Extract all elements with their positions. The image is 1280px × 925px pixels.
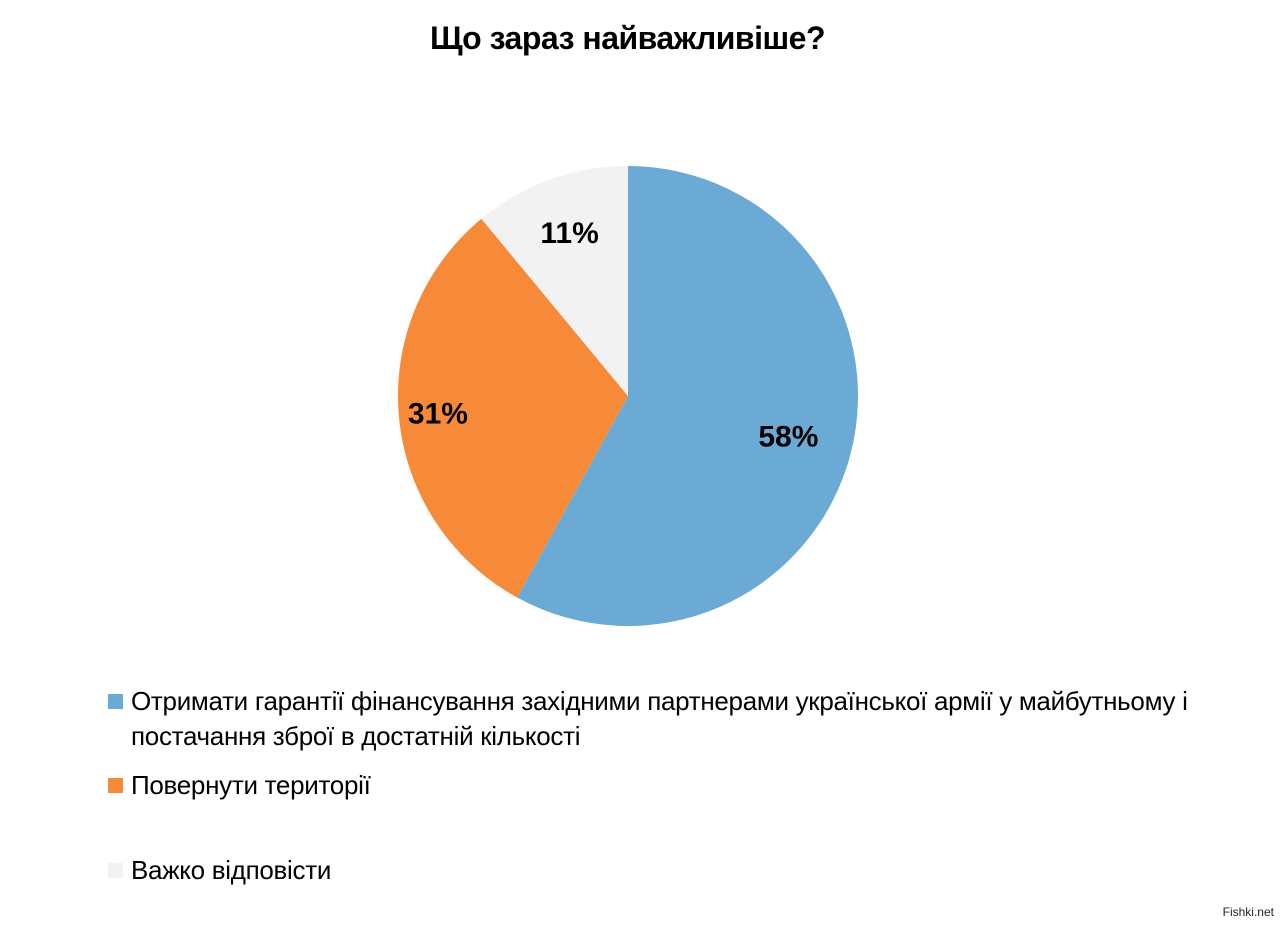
data-label-hard-to-say: 11% [540,217,598,250]
legend-item-territories: Повернути території [108,768,1228,853]
legend-label-territories: Повернути території [131,770,371,800]
legend-swatch-hard-to-say [108,863,123,878]
watermark: Fishki.net [1222,905,1274,919]
pie-slice-guarantees [517,166,859,626]
pie-slice-hard-to-say [481,166,628,396]
legend-label-hard-to-say: Важко відповісти [131,855,332,885]
pie-slice-territories [398,218,628,598]
data-label-territories: 31% [408,397,468,430]
chart-title: Що зараз найважливіше? [430,20,825,56]
data-label-guarantees: 58% [758,421,818,454]
legend-swatch-territories [108,778,123,793]
legend-label-guarantees: Отримати гарантії фінансування західними… [131,686,1188,751]
legend-item-guarantees: Отримати гарантії фінансування західними… [108,684,1228,768]
legend-item-hard-to-say: Важко відповісти [108,853,1228,893]
legend-swatch-guarantees [108,694,123,709]
legend: Отримати гарантії фінансування західними… [108,684,1228,893]
